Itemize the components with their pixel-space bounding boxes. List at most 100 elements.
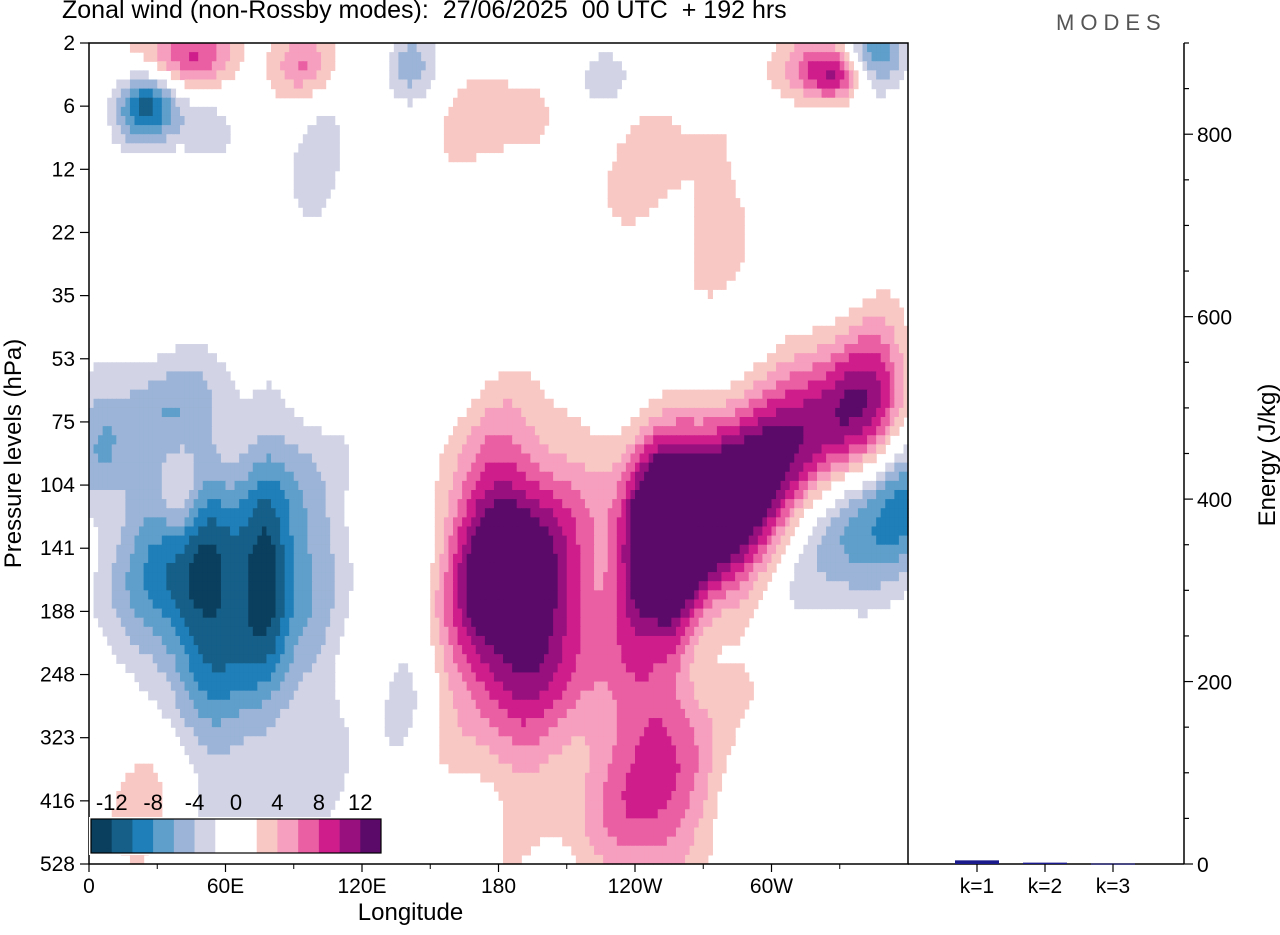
heatmap-cell [457,444,463,455]
heatmap-cell [612,70,618,81]
heatmap-cell [139,398,145,409]
heatmap-cell [225,70,231,81]
heatmap-cell [525,535,531,546]
heatmap-cell [316,52,322,62]
heatmap-cell [330,462,336,473]
heatmap-cell [707,280,713,290]
heatmap-cell [325,535,331,546]
heatmap-cell [726,462,732,473]
heatmap-cell [748,462,754,473]
heatmap-cell [266,398,272,409]
heatmap-cell [867,344,873,354]
heatmap-cell [157,134,163,144]
heatmap-cell [807,362,814,372]
heatmap-cell [266,389,272,400]
heatmap-cell [143,489,149,500]
heatmap-cell [330,526,336,537]
heatmap-cell [125,79,131,90]
heatmap-cell [794,88,800,99]
heatmap-cell [198,115,204,126]
heatmap-cell [894,590,900,601]
heatmap-cell [139,389,145,400]
heatmap-cell [311,590,318,601]
heatmap-cell [489,398,495,409]
heatmap-cell [484,435,490,445]
heatmap-cell [826,88,832,99]
heatmap-cell [785,517,791,528]
heatmap-cell [180,398,186,409]
heatmap-cell [316,161,322,172]
heatmap-cell [220,134,227,144]
heatmap-cell [170,43,177,53]
heatmap-cell [216,599,222,610]
heatmap-cell [111,590,117,601]
heatmap-cell [598,572,604,582]
heatmap-cell [826,417,832,427]
heatmap-cell [157,371,163,382]
heatmap-cell [716,234,723,245]
heatmap-cell [571,517,577,528]
heatmap-cell [548,435,554,445]
heatmap-cell [284,61,290,71]
heatmap-cell [462,462,468,473]
heatmap-cell [134,380,140,391]
heatmap-cell [894,79,900,90]
heatmap-cell [198,444,204,455]
heatmap-cell [848,453,854,464]
heatmap-cell [107,407,113,418]
heatmap-cell [862,590,868,601]
heatmap-cell [193,535,199,546]
heatmap-cell [903,562,909,573]
heatmap-cell [562,453,568,464]
heatmap-cell [98,526,104,537]
heatmap-cell [803,97,809,108]
heatmap-cell [170,544,177,555]
heatmap-cell [657,499,663,509]
heatmap-cell [848,307,854,318]
heatmap-cell [735,562,741,573]
heatmap-cell [898,526,905,537]
heatmap-cell [762,544,768,555]
heatmap-cell [334,526,340,537]
heatmap-cell [544,562,550,573]
heatmap-cell [726,499,732,509]
heatmap-cell [584,535,591,546]
heatmap-cell [830,517,836,528]
heatmap-cell [876,508,882,518]
heatmap-cell [680,590,686,601]
heatmap-cell [876,499,882,509]
heatmap-cell [876,553,882,564]
heatmap-cell [471,444,477,455]
heatmap-cell [252,426,258,436]
heatmap-cell [325,188,331,199]
heatmap-cell [289,471,295,482]
heatmap-cell [129,508,136,518]
heatmap-cell [748,398,754,409]
heatmap-cell [480,79,486,90]
heatmap-cell [603,590,609,601]
heatmap-cell [821,334,827,345]
heatmap-cell [757,389,763,400]
heatmap-cell [111,417,117,427]
heatmap-cell [307,70,313,81]
heatmap-cell [175,344,181,354]
heatmap-cell [735,261,741,272]
heatmap-cell [275,526,281,537]
heatmap-cell [129,97,136,108]
heatmap-cell [120,407,126,418]
heatmap-cell [548,444,554,455]
heatmap-cell [607,188,613,199]
heatmap-cell [220,562,227,573]
heatmap-cell [302,489,308,500]
heatmap-cell [189,489,195,500]
heatmap-cell [148,508,154,518]
heatmap-cell [648,553,654,564]
heatmap-cell [544,535,550,546]
heatmap-cell [653,489,659,500]
heatmap-cell [107,526,113,537]
heatmap-cell [744,417,750,427]
heatmap-cell [116,115,122,126]
heatmap-cell [835,572,841,582]
heatmap-cell [170,572,177,582]
heatmap-cell [448,444,454,455]
